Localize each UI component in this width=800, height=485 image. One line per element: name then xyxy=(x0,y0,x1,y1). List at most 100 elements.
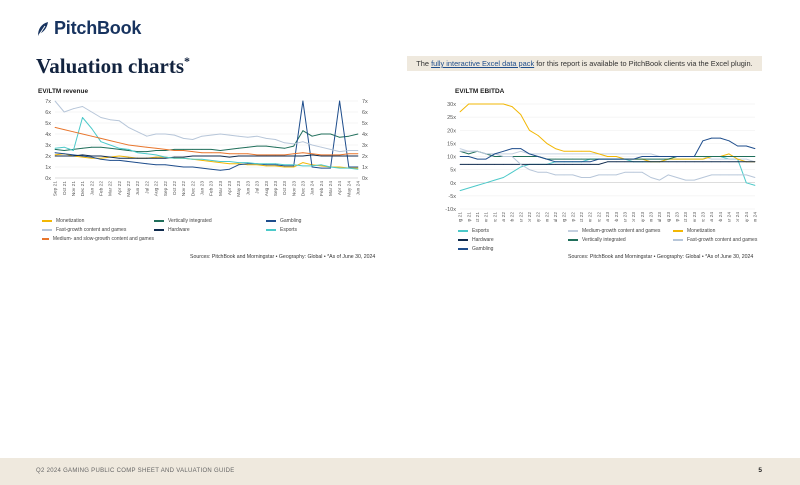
data-point-fast-growth-content-and-games xyxy=(238,135,240,137)
data-point-hardware xyxy=(615,161,617,163)
y-tick-label: 6x xyxy=(45,110,51,116)
notice-before: The xyxy=(416,59,432,68)
data-point-fast-growth-content-and-games xyxy=(164,133,166,135)
x-tick-label: Jul 23 xyxy=(657,212,663,222)
y-tick-label-right: 5x xyxy=(362,121,368,127)
data-point-vertically-integrated xyxy=(320,133,322,135)
legend-swatch xyxy=(458,248,468,250)
data-point-medium-growth-content-and-games xyxy=(711,158,713,160)
data-point-fast-growth-content-and-games xyxy=(274,139,276,140)
data-point-fast-growth-content-and-games xyxy=(192,139,194,140)
excel-data-pack-link[interactable]: fully interactive Excel data pack xyxy=(431,59,535,68)
data-point-hardware xyxy=(659,161,660,163)
data-point-fast-growth-content-and-games xyxy=(348,150,350,151)
data-point-vertically-integrated xyxy=(128,150,129,151)
series-line-hardware xyxy=(460,161,755,165)
excel-notice: The fully interactive Excel data pack fo… xyxy=(407,56,762,71)
data-point-gambling xyxy=(737,145,739,147)
data-point-monetization xyxy=(339,166,341,168)
data-point-vertically-integrated xyxy=(563,158,565,160)
y-tick-label: 2x xyxy=(45,154,51,160)
page-title-text: Valuation charts xyxy=(36,54,184,78)
data-point-medium-and-slow-growth-content-and-games xyxy=(348,153,350,155)
data-point-gambling xyxy=(72,154,74,156)
x-tick-label: Jun 23 xyxy=(245,181,251,196)
legend-item-monetization: Monetization xyxy=(673,228,773,234)
data-point-medium-and-slow-growth-content-and-games xyxy=(72,131,74,133)
data-point-vertically-integrated xyxy=(529,156,530,157)
data-point-medium-and-slow-growth-content-and-games xyxy=(247,153,249,155)
data-point-medium-and-slow-growth-content-and-games xyxy=(155,147,157,149)
data-point-fast-growth-content-and-games xyxy=(581,177,582,178)
x-tick-label: Mar 23 xyxy=(622,212,628,222)
data-point-hardware xyxy=(529,163,530,165)
page-footer: Q2 2024 GAMING PUBLIC COMP SHEET AND VAL… xyxy=(0,458,800,485)
legend-label: Medium-growth content and games xyxy=(582,228,661,234)
data-point-fast-growth-content-and-games xyxy=(265,138,267,139)
data-point-gambling xyxy=(546,158,548,160)
y-tick-label-right: 1x xyxy=(362,165,368,171)
data-point-medium-growth-content-and-games xyxy=(641,153,643,155)
legend-label: Hardware xyxy=(472,237,494,243)
x-tick-label: Aug 22 xyxy=(562,212,568,222)
data-point-esports xyxy=(293,164,295,166)
y-tick-label: 30x xyxy=(447,102,456,108)
data-point-medium-growth-content-and-games xyxy=(607,153,608,155)
data-point-vertically-integrated xyxy=(711,156,713,157)
y-tick-label: 7x xyxy=(45,99,51,105)
data-point-medium-and-slow-growth-content-and-games xyxy=(109,140,111,141)
data-point-gambling xyxy=(330,167,331,169)
data-point-medium-growth-content-and-games xyxy=(615,153,617,155)
data-point-medium-growth-content-and-games xyxy=(745,158,747,160)
data-point-medium-and-slow-growth-content-and-games xyxy=(311,153,313,155)
data-point-esports xyxy=(339,167,341,169)
legend-item-vertically-integrated: Vertically integrated xyxy=(154,218,266,224)
data-point-gambling xyxy=(100,158,102,160)
data-point-fast-growth-content-and-games xyxy=(745,174,747,176)
data-point-gambling xyxy=(63,153,65,155)
data-point-gambling xyxy=(201,167,203,169)
x-tick-label: Apr 23 xyxy=(227,181,233,195)
data-point-vertically-integrated xyxy=(63,150,65,151)
data-point-hardware xyxy=(219,155,221,157)
data-point-vertically-integrated xyxy=(745,156,747,157)
data-point-gambling xyxy=(607,158,608,160)
data-point-hardware xyxy=(546,163,548,165)
data-point-gambling xyxy=(728,140,730,142)
data-point-hardware xyxy=(109,156,111,158)
data-point-gambling xyxy=(293,165,295,167)
data-point-medium-and-slow-growth-content-and-games xyxy=(173,150,175,151)
data-point-hardware xyxy=(82,154,83,156)
data-point-esports xyxy=(468,187,470,189)
data-point-monetization xyxy=(247,164,249,166)
data-point-esports xyxy=(485,182,487,184)
x-tick-label: Jan 23 xyxy=(605,212,611,222)
data-point-gambling xyxy=(476,158,478,160)
data-point-gambling xyxy=(109,160,111,161)
data-point-esports xyxy=(302,165,304,167)
pitchbook-logo: PitchBook xyxy=(36,18,141,39)
data-point-hardware xyxy=(229,156,230,158)
data-point-monetization xyxy=(238,163,240,165)
data-point-medium-growth-content-and-games xyxy=(459,148,461,150)
data-point-hardware xyxy=(459,163,461,165)
data-point-hardware xyxy=(128,157,129,159)
data-point-esports xyxy=(459,190,461,192)
data-point-gambling xyxy=(54,152,56,154)
x-tick-label: Jun 24 xyxy=(356,181,362,196)
data-point-vertically-integrated xyxy=(728,156,730,157)
data-point-hardware xyxy=(485,163,487,165)
data-point-vertically-integrated xyxy=(210,149,212,150)
legend-swatch xyxy=(154,229,164,231)
data-point-gambling xyxy=(91,156,93,158)
data-point-medium-and-slow-growth-content-and-games xyxy=(118,142,120,144)
data-point-esports xyxy=(494,179,496,181)
data-point-fast-growth-content-and-games xyxy=(607,174,608,176)
data-point-fast-growth-content-and-games xyxy=(311,144,313,146)
data-point-fast-growth-content-and-games xyxy=(201,135,203,137)
data-point-vertically-integrated xyxy=(667,158,669,160)
legend-label: Fast-growth content and games xyxy=(56,227,127,233)
series-line-medium-and-slow-growth-content-and-games xyxy=(54,126,358,156)
